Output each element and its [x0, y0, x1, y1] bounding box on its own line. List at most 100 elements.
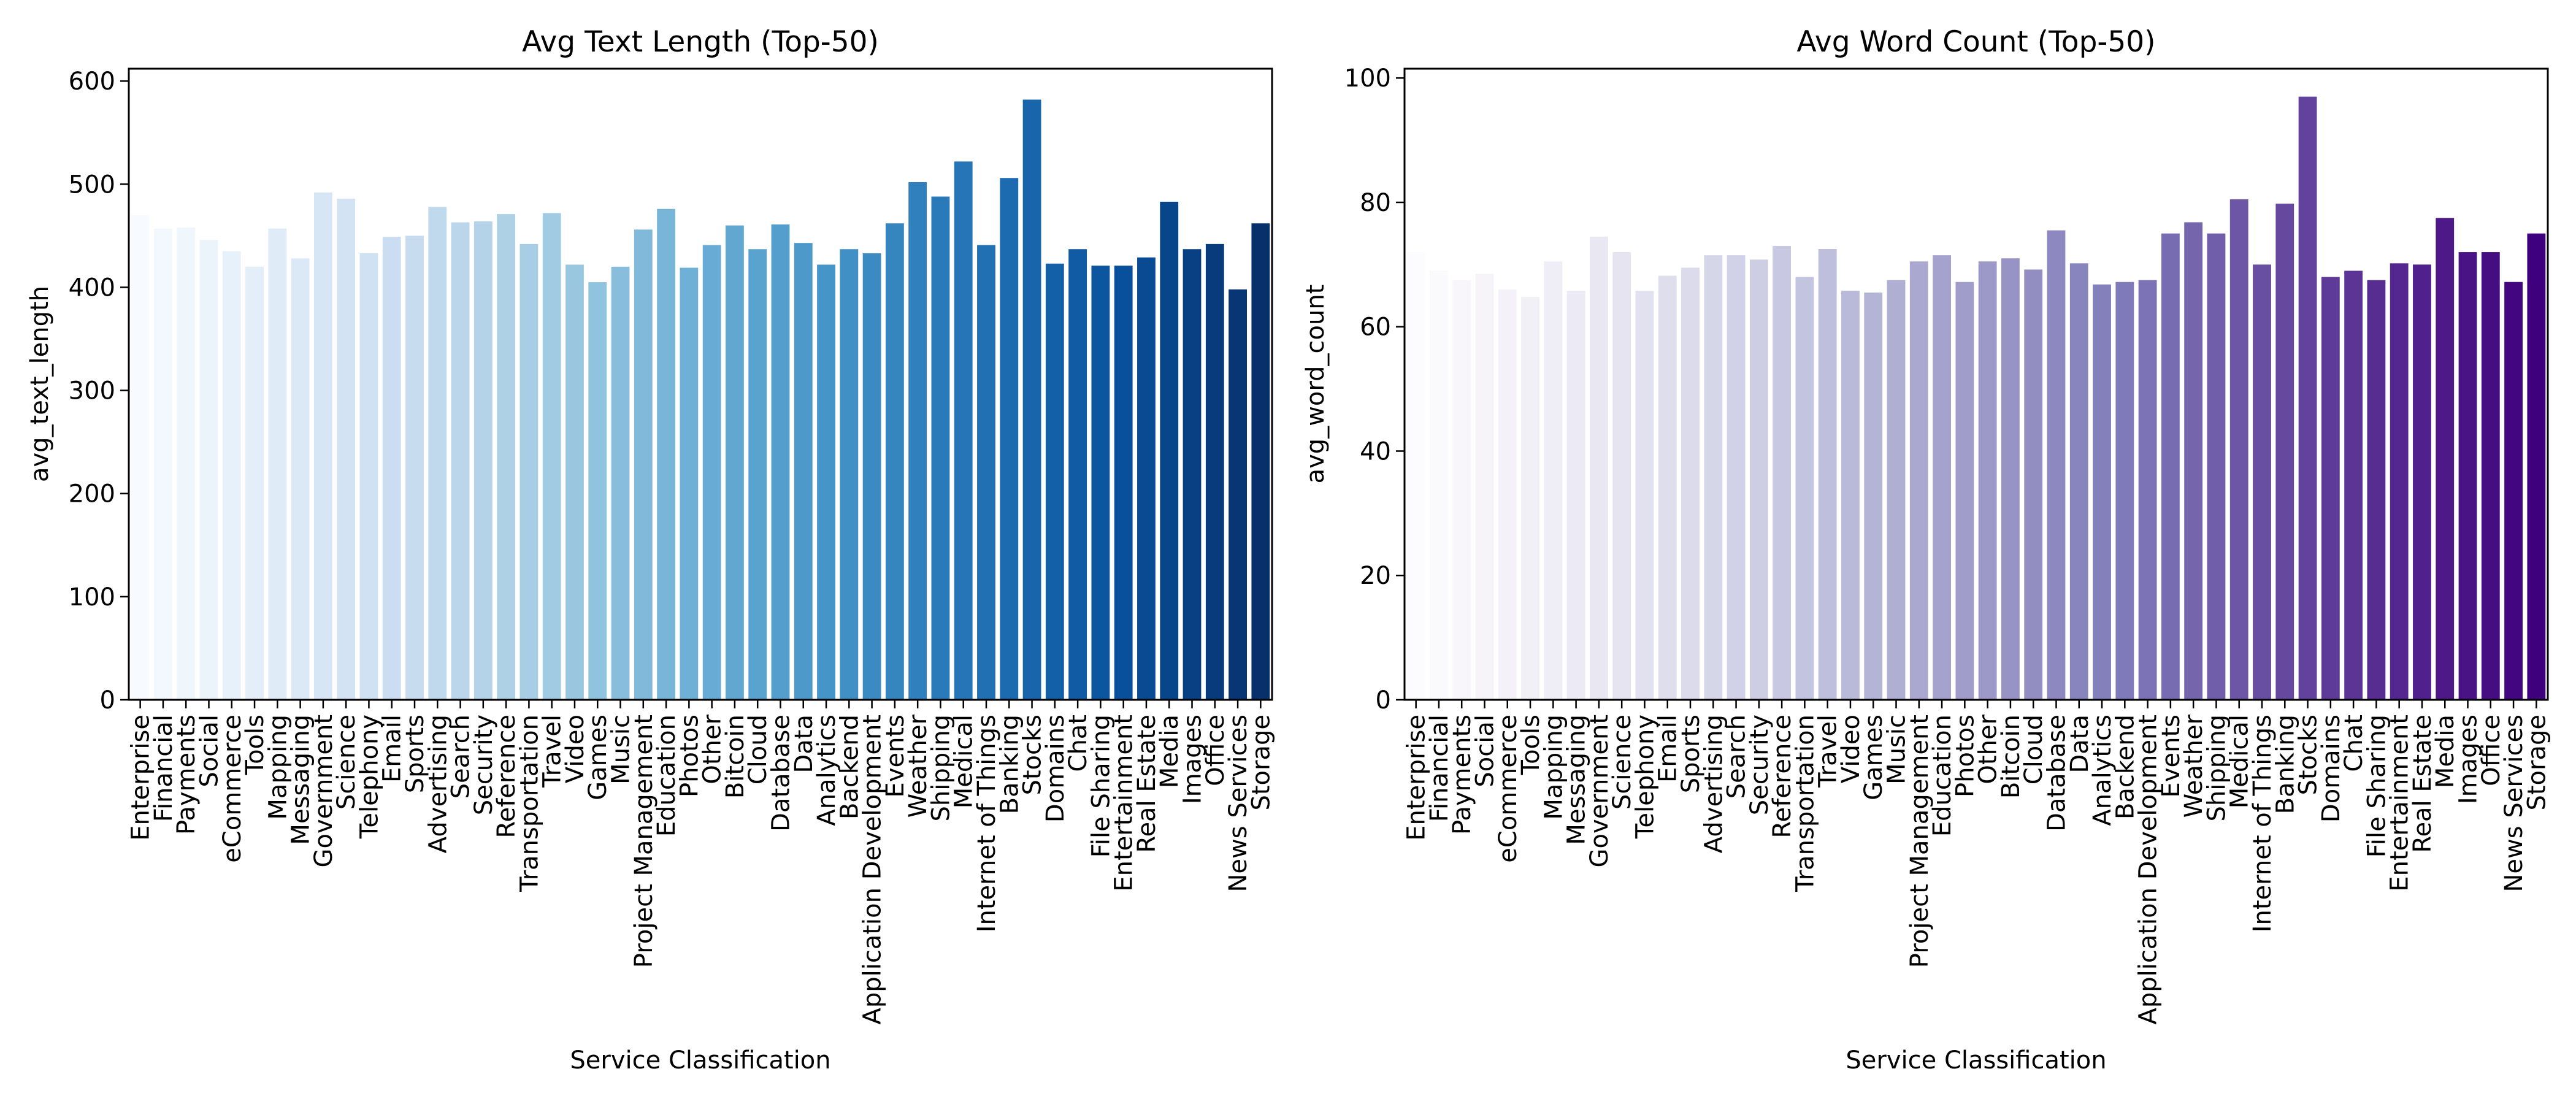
- text-length-bar: [1137, 257, 1156, 700]
- word-count-x-tick-label: eCommerce: [1494, 715, 1522, 863]
- word-count-x-tick-label: Advertising: [1700, 715, 1728, 853]
- word-count-x-axis-label: Service Classification: [1846, 1046, 2106, 1075]
- word-count-bar: [2161, 233, 2180, 700]
- word-count-x-tick-label: Photos: [1951, 715, 1979, 797]
- text-length-x-tick-label: Transportation: [515, 715, 543, 892]
- word-count-y-tick-label: 40: [1360, 437, 1391, 466]
- word-count-y-axis-label: avg_word_count: [1301, 285, 1330, 484]
- word-count-bars: [1406, 96, 2546, 700]
- text-length-bar: [1045, 263, 1064, 700]
- text-length-bar: [1183, 249, 1202, 700]
- word-count-x-tick-label: Application Development: [2134, 715, 2163, 1025]
- text-length-bar: [359, 253, 378, 700]
- word-count-bar: [2069, 263, 2088, 700]
- text-length-x-tick-label: Real Estate: [1133, 715, 1161, 853]
- text-length-x-tick-label: Project Management: [630, 715, 658, 968]
- word-count-x-ticks: EnterpriseFinancialPaymentsSocialeCommer…: [1403, 700, 2551, 1025]
- text-length-x-tick-label: Telephony: [355, 715, 383, 839]
- word-count-bar: [1955, 282, 1974, 700]
- word-count-x-tick-label: Reference: [1768, 715, 1796, 838]
- word-count-bar: [1521, 297, 1539, 700]
- text-length-x-tick-label: Photos: [675, 715, 703, 797]
- text-length-y-ticks: 0 100 200 300 400 500 600: [69, 67, 129, 715]
- text-length-bar: [771, 224, 790, 700]
- text-length-x-tick-label: Tools: [241, 715, 269, 776]
- word-count-chart-title: Avg Word Count (Top-50): [1797, 25, 2156, 59]
- text-length-x-tick-label: Games: [584, 715, 612, 800]
- text-length-bar: [840, 249, 859, 700]
- text-length-bar: [1091, 266, 1110, 700]
- word-count-x-tick-label: Travel: [1814, 715, 1842, 788]
- word-count-y-tick-label: 80: [1360, 189, 1391, 217]
- text-length-x-tick-label: Security: [470, 715, 498, 815]
- text-length-x-tick-label: Reference: [493, 715, 521, 838]
- text-length-y-tick-label: 300: [69, 377, 115, 405]
- text-length-x-tick-label: Domains: [1041, 715, 1070, 822]
- text-length-bar: [313, 192, 332, 700]
- text-length-bar: [131, 215, 150, 700]
- text-length-x-tick-label: Government: [310, 715, 338, 867]
- text-length-x-tick-label: Images: [1179, 715, 1207, 804]
- text-length-bar: [497, 214, 516, 700]
- word-count-x-tick-label: Transportation: [1791, 715, 1819, 892]
- word-count-bar: [2138, 280, 2157, 700]
- text-length-bar: [885, 223, 904, 700]
- word-count-bar: [1589, 236, 1608, 700]
- text-length-x-tick-label: Advertising: [424, 715, 452, 853]
- text-length-x-tick-label: eCommerce: [218, 715, 247, 863]
- text-length-x-tick-label: Cloud: [744, 715, 772, 784]
- text-length-x-tick-label: Travel: [539, 715, 567, 788]
- word-count-x-tick-label: Chat: [2340, 715, 2368, 772]
- word-count-y-tick-label: 60: [1360, 313, 1391, 342]
- text-length-bar: [1114, 266, 1133, 700]
- text-length-x-tick-label: Sports: [401, 715, 429, 793]
- text-length-bars: [131, 99, 1270, 700]
- text-length-x-tick-label: Internet of Things: [973, 715, 1001, 932]
- word-count-chart: Avg Word Count (Top-50) 0 20 40 60 80 100 Ent…: [1301, 25, 2551, 1075]
- text-length-bar: [1205, 243, 1224, 700]
- word-count-bar: [1452, 280, 1471, 700]
- text-length-x-axis-label: Service Classification: [570, 1046, 830, 1075]
- text-length-bar: [702, 245, 721, 700]
- word-count-plot-frame: [1403, 67, 2549, 701]
- word-count-x-tick-label: Payments: [1448, 715, 1476, 835]
- text-length-y-tick-label: 200: [69, 480, 115, 508]
- word-count-x-tick-label: Financial: [1425, 715, 1454, 822]
- text-length-x-tick-label: Data: [790, 715, 818, 773]
- word-count-x-tick-label: Sports: [1677, 715, 1705, 793]
- word-count-bar: [1795, 277, 1814, 700]
- text-length-bar: [817, 264, 835, 700]
- text-length-bar: [1068, 249, 1087, 700]
- text-length-bar: [977, 245, 995, 700]
- text-length-bar: [199, 240, 218, 700]
- text-length-x-tick-label: Weather: [904, 714, 932, 818]
- word-count-x-tick-label: Messaging: [1563, 715, 1591, 845]
- word-count-bar: [1406, 252, 1425, 700]
- text-length-bar: [1251, 223, 1270, 700]
- text-length-bar: [542, 213, 561, 700]
- word-count-bar: [2413, 264, 2431, 700]
- word-count-bar: [1475, 274, 1494, 700]
- text-length-bar: [565, 264, 584, 700]
- word-count-bar: [1978, 261, 1997, 700]
- word-count-bar: [1612, 252, 1631, 700]
- word-count-bar: [1727, 255, 1746, 700]
- word-count-bar: [1841, 290, 1860, 700]
- text-length-bar: [634, 229, 653, 700]
- word-count-x-tick-label: Data: [2066, 715, 2094, 773]
- word-count-x-tick-label: Project Management: [1906, 715, 1934, 968]
- text-length-bar: [1160, 201, 1179, 700]
- text-length-x-tick-label: Financial: [150, 715, 178, 822]
- text-length-x-tick-label: Backend: [835, 715, 864, 819]
- text-length-bar: [428, 207, 447, 700]
- word-count-x-tick-label: News Services: [2500, 715, 2528, 892]
- word-count-bar: [2001, 258, 2020, 700]
- text-length-bar: [337, 198, 356, 700]
- text-length-x-tick-label: Music: [607, 715, 635, 784]
- text-length-bar: [382, 237, 401, 700]
- word-count-bar: [1635, 290, 1654, 700]
- text-length-x-tick-label: Other: [699, 714, 727, 784]
- word-count-bar: [2207, 233, 2226, 700]
- text-length-x-tick-label: Email: [378, 715, 407, 783]
- text-length-y-tick-label: 400: [69, 274, 115, 302]
